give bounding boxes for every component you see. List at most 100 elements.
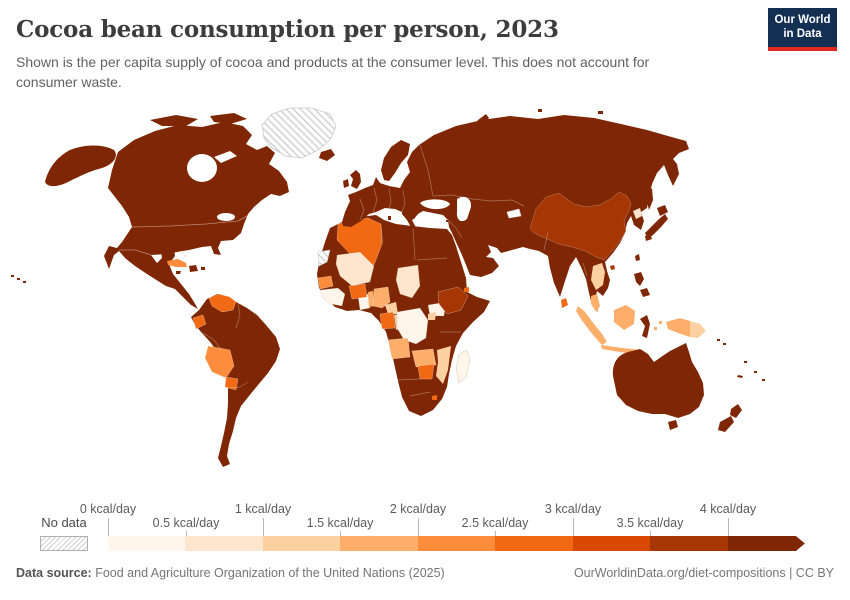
region-alaska[interactable] <box>45 145 116 187</box>
tick-mark <box>650 531 651 536</box>
region-hispaniola[interactable] <box>176 265 205 274</box>
region-sulawesi[interactable] <box>640 315 650 338</box>
region-ecuador[interactable] <box>192 314 207 330</box>
us-mexico-border <box>119 249 152 256</box>
region-tasmania[interactable] <box>668 420 678 430</box>
eurasia-borders <box>359 144 588 277</box>
region-mali[interactable] <box>335 251 375 287</box>
region-burkina-faso[interactable] <box>348 283 368 300</box>
region-new-guinea-west[interactable] <box>666 318 690 337</box>
region-malaysia[interactable] <box>591 294 600 312</box>
region-uganda[interactable] <box>428 312 436 320</box>
legend-no-data-swatch[interactable] <box>40 536 88 551</box>
region-greenland[interactable] <box>261 107 337 159</box>
region-angola[interactable] <box>387 337 411 360</box>
region-sakhalin[interactable] <box>647 188 653 210</box>
region-hawaii[interactable] <box>11 275 26 283</box>
region-ethiopia[interactable] <box>437 286 469 315</box>
owid-logo[interactable]: Our World in Data <box>768 8 837 51</box>
region-djibouti[interactable] <box>464 287 469 292</box>
tick-mark <box>418 518 419 536</box>
data-source-text: Food and Agriculture Organization of the… <box>91 566 445 580</box>
owid-logo-line1: Our World <box>774 13 831 26</box>
legend-segment-0-0-5[interactable] <box>108 536 186 551</box>
region-zambia[interactable] <box>411 348 437 368</box>
region-italy[interactable] <box>402 209 417 229</box>
region-algeria[interactable] <box>336 217 383 266</box>
tick-mark <box>495 531 496 536</box>
region-arctic-islands[interactable] <box>150 113 247 126</box>
tick-mark <box>340 531 341 536</box>
region-mozambique[interactable] <box>436 346 451 384</box>
region-japan[interactable] <box>645 205 668 241</box>
legend-tick-4: 4 kcal/day <box>699 502 757 516</box>
region-madagascar[interactable] <box>455 349 471 384</box>
tick-mark <box>573 518 574 536</box>
legend-no-data-label: No data <box>41 515 87 530</box>
legend-segment-0-5-1[interactable] <box>185 536 263 551</box>
legend-tick-1-5: 1.5 kcal/day <box>306 516 374 530</box>
caspian-sea <box>456 196 472 222</box>
region-laos-cambodia[interactable] <box>591 263 605 290</box>
legend-tick-3-5: 3.5 kcal/day <box>616 516 684 530</box>
legend-segment-3-3-5[interactable] <box>572 536 651 551</box>
region-iceland[interactable] <box>319 149 335 161</box>
chart-subtitle: Shown is the per capita supply of cocoa … <box>16 54 650 91</box>
tick-mark <box>186 531 187 536</box>
region-scandinavia[interactable] <box>381 140 410 181</box>
chart-footer: Data source: Food and Agriculture Organi… <box>16 566 834 580</box>
region-borneo[interactable] <box>614 305 635 330</box>
region-australia[interactable] <box>612 343 704 418</box>
region-taiwan[interactable] <box>635 254 640 261</box>
legend-colorbar <box>108 536 805 551</box>
region-hainan[interactable] <box>610 265 615 270</box>
tick-mark <box>108 518 109 536</box>
region-zimbabwe[interactable] <box>417 363 435 380</box>
region-gabon[interactable] <box>379 311 396 330</box>
region-chad[interactable] <box>395 264 421 299</box>
region-new-zealand[interactable] <box>718 404 742 432</box>
legend-segment-1-1-5[interactable] <box>262 536 341 551</box>
legend-tick-2: 2 kcal/day <box>389 502 447 516</box>
legend-tick-0-5: 0.5 kcal/day <box>152 516 220 530</box>
legend-segment-2-2-5[interactable] <box>417 536 496 551</box>
region-venezuela[interactable] <box>208 293 237 313</box>
region-sri-lanka[interactable] <box>561 298 568 308</box>
region-sumatra[interactable] <box>576 306 607 345</box>
region-eswatini[interactable] <box>432 395 437 400</box>
region-north-korea[interactable] <box>633 208 642 219</box>
legend-segment-2-5-3[interactable] <box>495 536 573 551</box>
owid-link[interactable]: OurWorldinData.org/diet-compositions | C… <box>573 566 834 580</box>
region-ireland[interactable] <box>343 179 349 188</box>
tick-mark <box>263 518 264 536</box>
region-western-sahara[interactable] <box>317 249 331 267</box>
legend-tick-1: 1 kcal/day <box>234 502 292 516</box>
legend-segment-4-plus[interactable] <box>728 536 805 551</box>
region-drc[interactable] <box>396 307 429 345</box>
legend-tick-0: 0 kcal/day <box>79 502 137 516</box>
legend-segment-3-5-4[interactable] <box>650 536 728 551</box>
region-papua-new-guinea[interactable] <box>690 321 706 338</box>
region-paraguay[interactable] <box>224 376 239 391</box>
region-senegal[interactable] <box>317 275 334 290</box>
us-canada-border <box>131 215 248 228</box>
hudson-bay <box>187 154 217 182</box>
region-cameroon[interactable] <box>385 302 398 314</box>
region-bahamas[interactable] <box>180 251 187 257</box>
region-philippines[interactable] <box>634 272 650 297</box>
region-north-america[interactable] <box>104 122 289 309</box>
data-source-label: Data source: <box>16 566 92 580</box>
region-togo-benin[interactable] <box>368 291 374 307</box>
region-cuba[interactable] <box>167 259 187 267</box>
region-guinea-coast[interactable] <box>319 287 346 307</box>
region-uk[interactable] <box>350 170 361 189</box>
legend-segment-1-5-2[interactable] <box>340 536 418 551</box>
region-china[interactable] <box>529 191 632 261</box>
south-america-borders <box>202 302 249 389</box>
legend-tick-2-5: 2.5 kcal/day <box>461 516 529 530</box>
region-kyrgyzstan[interactable] <box>506 208 522 219</box>
owid-logo-line2: in Data <box>783 27 822 40</box>
region-pacific-islands[interactable] <box>717 339 765 381</box>
tick-mark <box>728 518 729 536</box>
